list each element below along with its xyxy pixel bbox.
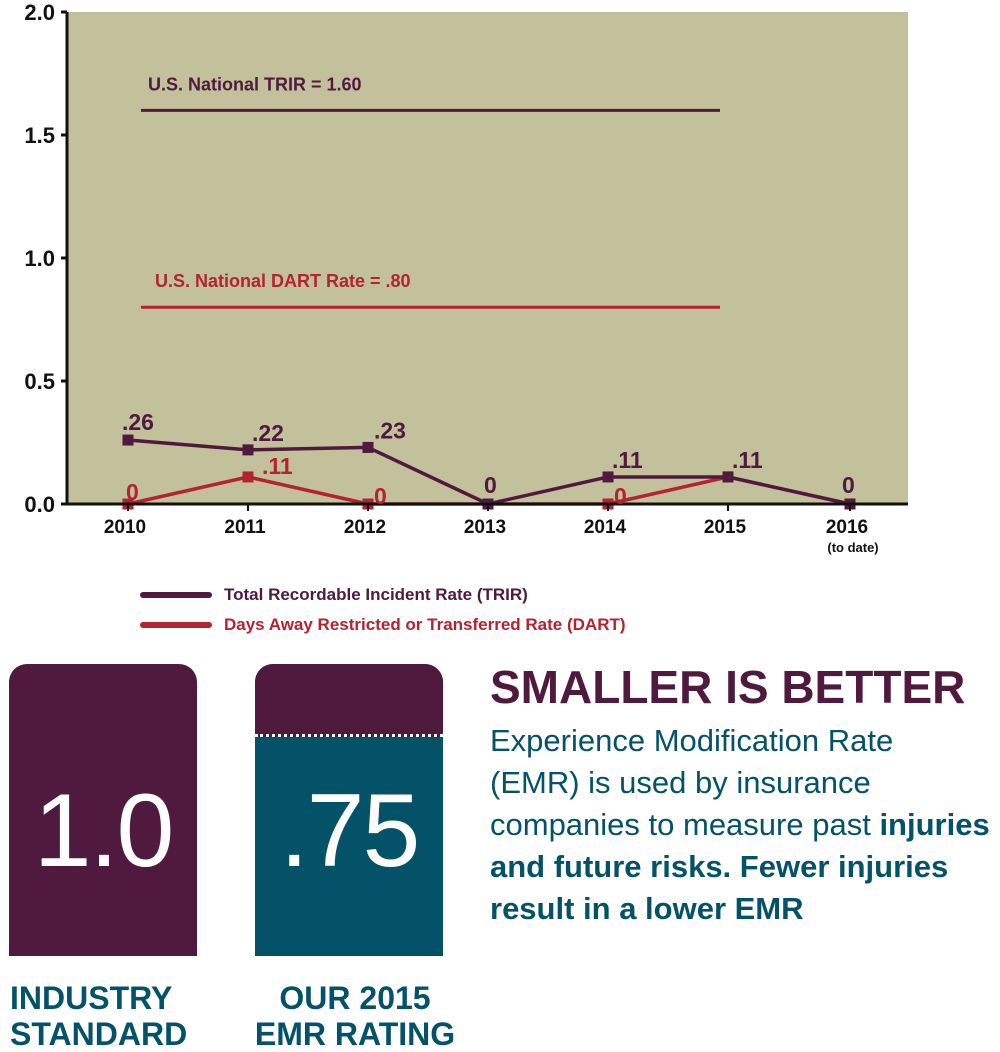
x-tick-note-6: (to date): [827, 540, 878, 555]
series-1-point-1: [242, 471, 254, 483]
our-emr-card: .75: [255, 664, 443, 956]
industry-standard-value: 1.0: [33, 773, 175, 889]
trir-label-5: .11: [732, 447, 763, 473]
trir-label-4: .11: [612, 447, 643, 473]
dart-label-4: 0: [614, 483, 627, 509]
trir-label-3: 0: [484, 472, 497, 498]
reference-lines: U.S. National TRIR = 1.60 U.S. National D…: [141, 74, 720, 309]
y-tick-label-0: 0.0: [24, 492, 55, 517]
x-tick-label-2: 2012: [344, 517, 386, 538]
trir-label-6: 0: [842, 472, 855, 498]
chart-axes: 0.0 0.5 1.0 1.5 2.0 2010 2011 2012 2013 2014 2015 2…: [24, 0, 908, 555]
series-0-point-0: [122, 434, 134, 446]
our-emr-value: .75: [279, 773, 421, 889]
trir-label-1: .22: [252, 420, 284, 446]
y-tick-label-3: 1.5: [24, 123, 55, 148]
industry-standard-card: 1.0: [9, 664, 197, 956]
data-labels: .26 .22 .23 0 .11 .11 0 0 .11 0 0: [122, 409, 855, 509]
legend-label-trir: Total Recordable Incident Rate (TRIR): [224, 585, 528, 604]
emr-headline: SMALLER IS BETTER: [490, 661, 966, 713]
x-tick-label-5: 2015: [704, 517, 747, 538]
reference-label-1: U.S. National DART Rate = .80: [155, 271, 411, 291]
our-emr-caption: OUR 2015 EMR RATING: [254, 980, 456, 1052]
legend-label-dart: Days Away Restricted or Transferred Rate…: [224, 615, 626, 634]
emr-description-light: Experience Modification Rate (EMR) is us…: [490, 723, 894, 842]
trir-label-0: .26: [122, 409, 154, 435]
legend-item-dart: Days Away Restricted or Transferred Rate…: [140, 610, 626, 640]
chart-legend: Total Recordable Incident Rate (TRIR) Da…: [140, 580, 626, 640]
industry-standard-caption: INDUSTRY STANDARD: [10, 980, 188, 1052]
legend-swatch-dart: [140, 622, 212, 628]
x-tick-label-6: 2016: [826, 517, 868, 538]
dart-label-1: .11: [262, 453, 293, 479]
emr-description: Experience Modification Rate (EMR) is us…: [490, 720, 990, 930]
x-tick-label-1: 2011: [224, 517, 266, 538]
series-0-point-5: [722, 471, 734, 483]
y-tick-label-2: 1.0: [24, 246, 55, 271]
our-emr-card-cap: [255, 664, 443, 737]
series-0-point-1: [242, 444, 254, 456]
x-tick-label-4: 2014: [584, 517, 627, 538]
y-tick-label-1: 0.5: [24, 369, 55, 394]
x-tick-label-0: 2010: [104, 517, 146, 538]
legend-swatch-trir: [140, 592, 212, 598]
dart-label-0: 0: [126, 479, 139, 505]
trir-label-2: .23: [374, 417, 406, 443]
x-tick-label-3: 2013: [464, 517, 506, 538]
series-0-point-4: [602, 471, 614, 483]
emr-description-bold: injuries and future risks. Fewer injurie…: [490, 807, 990, 926]
reference-label-0: U.S. National TRIR = 1.60: [148, 74, 362, 94]
y-tick-label-4: 2.0: [24, 0, 55, 25]
incident-rate-chart: U.S. National TRIR = 1.60 U.S. National D…: [24, 0, 908, 555]
series-0-point-2: [362, 441, 374, 453]
legend-item-trir: Total Recordable Incident Rate (TRIR): [140, 580, 626, 610]
plot-background: [67, 12, 908, 504]
dart-label-2: 0: [374, 483, 387, 509]
